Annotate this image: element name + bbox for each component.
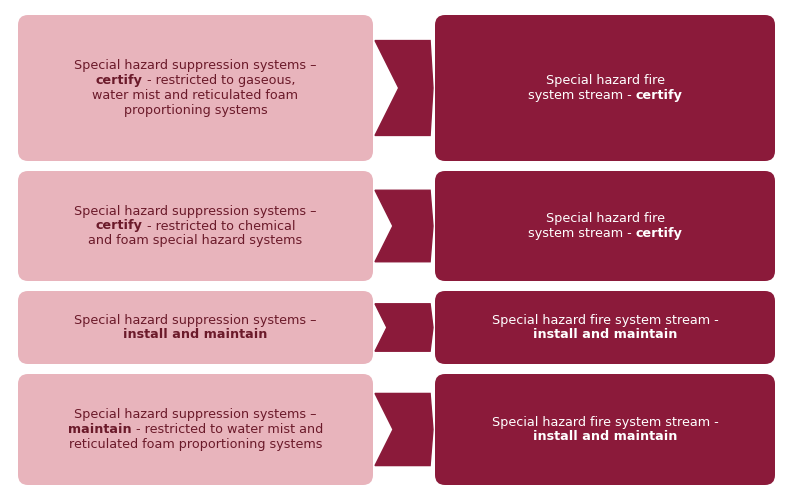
Text: install and maintain: install and maintain bbox=[123, 328, 268, 342]
Text: install and maintain: install and maintain bbox=[533, 328, 677, 342]
Text: water mist and reticulated foam: water mist and reticulated foam bbox=[93, 89, 298, 102]
Text: certify: certify bbox=[96, 220, 142, 232]
Text: certify: certify bbox=[96, 74, 142, 87]
Text: certify: certify bbox=[635, 89, 682, 102]
Text: Special hazard suppression systems –: Special hazard suppression systems – bbox=[74, 408, 317, 422]
Text: certify: certify bbox=[635, 227, 682, 240]
FancyBboxPatch shape bbox=[18, 291, 373, 364]
Text: Special hazard fire system stream -: Special hazard fire system stream - bbox=[492, 314, 718, 326]
FancyBboxPatch shape bbox=[435, 374, 775, 485]
FancyBboxPatch shape bbox=[435, 15, 775, 161]
Text: Special hazard suppression systems –: Special hazard suppression systems – bbox=[74, 314, 317, 326]
Polygon shape bbox=[375, 190, 433, 262]
Polygon shape bbox=[375, 304, 433, 351]
Text: - restricted to chemical: - restricted to chemical bbox=[142, 220, 295, 232]
Text: - restricted to gaseous,: - restricted to gaseous, bbox=[142, 74, 295, 87]
FancyBboxPatch shape bbox=[18, 171, 373, 281]
Text: Special hazard fire: Special hazard fire bbox=[546, 212, 665, 225]
FancyBboxPatch shape bbox=[18, 15, 373, 161]
Polygon shape bbox=[375, 394, 433, 466]
Text: system stream -: system stream - bbox=[528, 227, 635, 240]
Text: Special hazard fire system stream -: Special hazard fire system stream - bbox=[492, 416, 718, 428]
Polygon shape bbox=[375, 40, 433, 136]
Text: Special hazard suppression systems –: Special hazard suppression systems – bbox=[74, 60, 317, 72]
Text: reticulated foam proportioning systems: reticulated foam proportioning systems bbox=[69, 438, 322, 450]
Text: proportioning systems: proportioning systems bbox=[124, 104, 267, 117]
Text: Special hazard suppression systems –: Special hazard suppression systems – bbox=[74, 205, 317, 218]
FancyBboxPatch shape bbox=[435, 291, 775, 364]
FancyBboxPatch shape bbox=[435, 171, 775, 281]
Text: system stream -: system stream - bbox=[528, 89, 635, 102]
Text: maintain: maintain bbox=[68, 423, 132, 436]
FancyBboxPatch shape bbox=[18, 374, 373, 485]
Text: install and maintain: install and maintain bbox=[533, 430, 677, 444]
Text: - restricted to water mist and: - restricted to water mist and bbox=[132, 423, 323, 436]
Text: and foam special hazard systems: and foam special hazard systems bbox=[88, 234, 302, 247]
Text: Special hazard fire: Special hazard fire bbox=[546, 74, 665, 87]
